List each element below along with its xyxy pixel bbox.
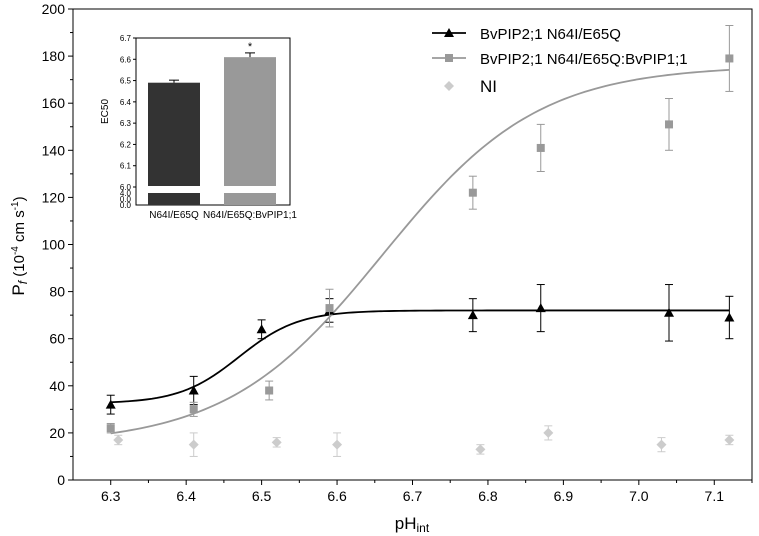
x-axis-label: pHint — [395, 514, 430, 535]
inset-y-tick-label: 6.7 — [120, 34, 132, 43]
data-point-series-1 — [106, 424, 115, 433]
data-point-series-1 — [325, 304, 334, 313]
y-tick-label: 20 — [49, 425, 65, 441]
y-tick-label: 40 — [49, 378, 65, 394]
y-tick-label: 180 — [42, 48, 66, 64]
x-tick-label: 6.7 — [403, 488, 423, 504]
x-tick-label: 6.8 — [478, 488, 498, 504]
data-point-series-2 — [188, 439, 199, 450]
legend-entry: NI — [480, 77, 497, 96]
inset-y-tick-label: 6.2 — [120, 140, 132, 149]
data-point-series-2 — [475, 444, 486, 455]
x-tick-label: 6.6 — [327, 488, 347, 504]
inset-y-tick-label: 6.0 — [120, 183, 132, 192]
data-point-series-0 — [724, 312, 735, 322]
data-point-series-1 — [725, 54, 734, 63]
data-point-series-0 — [664, 307, 675, 317]
x-tick-label: 6.4 — [176, 488, 196, 504]
inset-category-label: N64I/E65Q:BvPIP1;1 — [203, 210, 297, 221]
legend-marker — [444, 28, 454, 37]
data-point-series-0 — [256, 324, 267, 334]
inset-y-tick-label-lower: 0.0 — [120, 201, 132, 210]
fit-curve-series-1 — [110, 69, 730, 435]
data-point-series-0 — [188, 385, 199, 395]
data-point-series-2 — [271, 437, 282, 448]
y-tick-label: 160 — [42, 95, 66, 111]
x-tick-label: 6.3 — [101, 488, 121, 504]
inset-y-tick-label-lower: 0.0 — [120, 195, 132, 204]
inset-significance-mark: * — [248, 41, 253, 53]
y-tick-label: 60 — [49, 331, 65, 347]
y-tick-label: 120 — [42, 189, 66, 205]
y-tick-label: 140 — [42, 142, 66, 158]
data-point-series-1 — [468, 188, 477, 197]
legend-entry: BvPIP2;1 N64I/E65Q:BvPIP1;1 — [480, 51, 688, 68]
inset-y-tick-label-lower: 4.0 — [120, 189, 132, 198]
data-point-series-2 — [113, 434, 124, 445]
legend-marker — [444, 81, 454, 91]
inset-y-tick-label: 6.4 — [120, 98, 132, 107]
inset-bar — [148, 82, 200, 205]
y-axis-label: Pf (10-4 cm s-1) — [9, 196, 30, 295]
y-tick-label: 80 — [49, 284, 65, 300]
data-point-series-0 — [467, 310, 478, 320]
y-tick-label: 0 — [57, 472, 65, 488]
data-point-series-0 — [535, 303, 546, 313]
data-point-series-2 — [543, 427, 554, 438]
inset-category-label: N64I/E65Q — [149, 210, 199, 221]
x-tick-label: 6.9 — [554, 488, 574, 504]
inset-bar — [224, 57, 276, 206]
data-point-series-2 — [724, 434, 735, 445]
data-point-series-1 — [536, 143, 545, 152]
data-point-series-2 — [656, 439, 667, 450]
legend-marker — [445, 54, 453, 62]
data-point-series-0 — [105, 399, 116, 409]
inset-y-axis-label: EC50 — [100, 99, 111, 124]
x-tick-label: 7.1 — [705, 488, 725, 504]
data-point-series-1 — [665, 120, 674, 129]
x-tick-label: 7.0 — [629, 488, 649, 504]
legend-entry: BvPIP2;1 N64I/E65Q — [480, 26, 621, 43]
inset-axis-break — [137, 186, 289, 193]
y-tick-label: 200 — [42, 1, 66, 17]
data-point-series-1 — [265, 386, 274, 395]
inset-y-tick-label: 6.6 — [120, 55, 132, 64]
y-tick-label: 100 — [42, 237, 66, 253]
data-point-series-1 — [189, 405, 198, 414]
inset-y-tick-label: 6.3 — [120, 119, 132, 128]
data-point-series-2 — [332, 439, 343, 450]
x-tick-label: 6.5 — [252, 488, 272, 504]
fit-curve-series-0 — [110, 309, 730, 404]
inset-y-tick-label: 6.1 — [120, 162, 132, 171]
inset-y-tick-label: 6.5 — [120, 77, 132, 86]
